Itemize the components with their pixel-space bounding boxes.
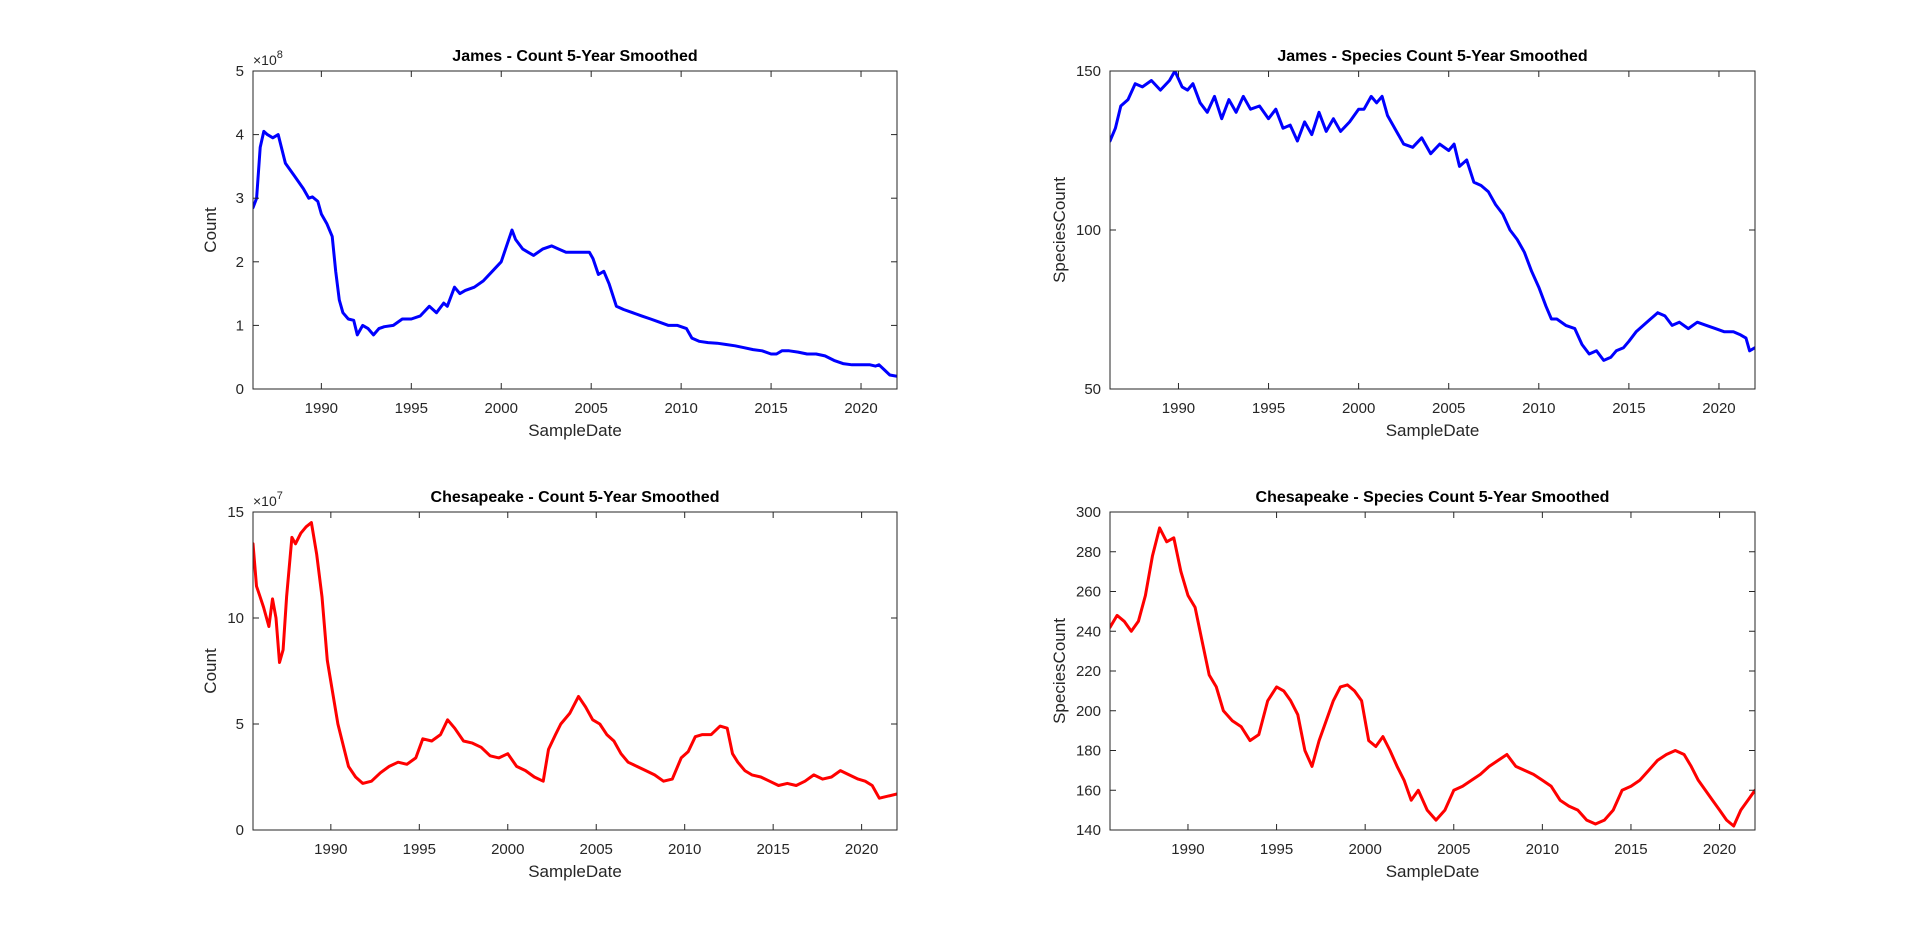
james-count-xtick-label: 2000 — [485, 400, 518, 417]
chesapeake-count-xtick-label: 2015 — [756, 841, 789, 858]
chesapeake-species-title: Chesapeake - Species Count 5-Year Smooth… — [1256, 489, 1610, 506]
chesapeake-species-ytick-label: 260 — [1076, 584, 1101, 601]
james-species-ylabel: SpeciesCount — [1050, 177, 1069, 283]
james-count-ylabel: Count — [201, 207, 220, 253]
james-count-xtick-label: 1995 — [395, 400, 428, 417]
james-species-title: James - Species Count 5-Year Smoothed — [1277, 48, 1587, 65]
chesapeake-count-series-line — [253, 521, 897, 800]
chesapeake-species-chart: 1990 1995 2000 2005 2010 2015 2020 140 160 180 200… — [1050, 489, 1756, 881]
james-species-xtick-label: 2005 — [1432, 400, 1465, 417]
james-count-ytick-label: 5 — [236, 63, 244, 80]
chesapeake-species-xtick-label: 2015 — [1614, 841, 1647, 858]
james-count-ytick-label: 3 — [236, 190, 244, 207]
james-count-xtick-label: 2020 — [844, 400, 877, 417]
chesapeake-species-ytick-label: 220 — [1076, 663, 1101, 680]
james-count-ytick-label: 1 — [236, 317, 244, 334]
chesapeake-count-title: Chesapeake - Count 5-Year Smoothed — [431, 489, 720, 506]
james-species-xtick-label: 2010 — [1522, 400, 1555, 417]
chesapeake-species-ytick-label: 280 — [1076, 544, 1101, 561]
chesapeake-count-xtick-label: 2020 — [845, 841, 878, 858]
chesapeake-count-xlabel: SampleDate — [528, 862, 622, 881]
james-count-xtick-label: 2005 — [575, 400, 608, 417]
chesapeake-species-xtick-label: 1990 — [1171, 841, 1204, 858]
james-count-ytick-label: 4 — [236, 127, 244, 144]
chesapeake-count-ytick-label: 10 — [227, 610, 244, 627]
chesapeake-species-ytick-label: 240 — [1076, 623, 1101, 640]
chesapeake-count-axes-box — [252, 511, 898, 831]
chesapeake-species-ytick-label: 180 — [1076, 743, 1101, 760]
chesapeake-count-ylabel: Count — [201, 648, 220, 694]
chesapeake-species-xtick-label: 2005 — [1437, 841, 1470, 858]
chesapeake-species-xtick-label: 2010 — [1526, 841, 1559, 858]
chesapeake-species-ytick-label: 140 — [1076, 822, 1101, 839]
chesapeake-species-ytick-label: 300 — [1076, 504, 1101, 521]
chesapeake-species-axes-box — [1109, 511, 1756, 831]
james-species-ytick-label: 100 — [1076, 222, 1101, 239]
chesapeake-species-xtick-label: 2000 — [1348, 841, 1381, 858]
chesapeake-species-xtick-label: 2020 — [1703, 841, 1736, 858]
chesapeake-count-ytick-label: 15 — [227, 504, 244, 521]
james-count-title: James - Count 5-Year Smoothed — [452, 48, 697, 65]
chesapeake-count-y-multiplier-base: ×10 — [253, 493, 277, 509]
james-count-xtick-label: 1990 — [305, 400, 338, 417]
james-species-xtick-label: 1995 — [1252, 400, 1285, 417]
chesapeake-count-xtick-label: 1990 — [314, 841, 347, 858]
james-species-series-line — [1110, 71, 1755, 362]
james-count-axes-box — [252, 70, 898, 390]
james-species-xtick-label: 2020 — [1702, 400, 1735, 417]
james-species-xtick-label: 2000 — [1342, 400, 1375, 417]
chesapeake-count-xtick-label: 1995 — [403, 841, 436, 858]
james-species-chart: 1990 1995 2000 2005 2010 2015 2020 50 100 150 Jame… — [1050, 48, 1756, 440]
chesapeake-count-y-multiplier-exp: 7 — [277, 490, 283, 502]
james-count-y-multiplier-exp: 8 — [277, 49, 283, 61]
james-count-chart: 1990 1995 2000 2005 2010 2015 2020 0 1 2 3 4 5 ×108 Ja… — [201, 48, 898, 440]
james-count-y-multiplier-base: ×10 — [253, 52, 277, 68]
chesapeake-species-series-line — [1110, 526, 1755, 828]
james-count-ytick-label: 2 — [236, 254, 244, 271]
chesapeake-count-chart: 1990 1995 2000 2005 2010 2015 2020 0 5 10 15 ×107 Ch… — [201, 489, 898, 881]
chesapeake-count-y-multiplier: ×107 — [253, 490, 283, 509]
james-count-xlabel: SampleDate — [528, 421, 622, 440]
james-species-xtick-label: 2015 — [1612, 400, 1645, 417]
james-species-xtick-label: 1990 — [1162, 400, 1195, 417]
chesapeake-count-ytick-label: 0 — [236, 822, 244, 839]
james-species-axes-box — [1109, 70, 1756, 390]
chesapeake-count-xtick-label: 2005 — [580, 841, 613, 858]
james-count-y-multiplier: ×108 — [253, 49, 283, 68]
chesapeake-species-ylabel: SpeciesCount — [1050, 618, 1069, 724]
chesapeake-species-ytick-label: 200 — [1076, 703, 1101, 720]
james-count-xtick-label: 2015 — [754, 400, 787, 417]
james-count-ytick-label: 0 — [236, 381, 244, 398]
chesapeake-count-xtick-label: 2010 — [668, 841, 701, 858]
james-species-ytick-label: 50 — [1084, 381, 1101, 398]
james-species-xlabel: SampleDate — [1386, 421, 1480, 440]
chesapeake-count-ytick-label: 5 — [236, 716, 244, 733]
chesapeake-count-xtick-label: 2000 — [491, 841, 524, 858]
chesapeake-species-ytick-label: 160 — [1076, 782, 1101, 799]
james-count-series-line — [253, 129, 897, 378]
james-species-ytick-label: 150 — [1076, 63, 1101, 80]
chesapeake-species-xlabel: SampleDate — [1386, 862, 1480, 881]
chesapeake-species-xtick-label: 1995 — [1260, 841, 1293, 858]
james-count-xtick-label: 2010 — [664, 400, 697, 417]
